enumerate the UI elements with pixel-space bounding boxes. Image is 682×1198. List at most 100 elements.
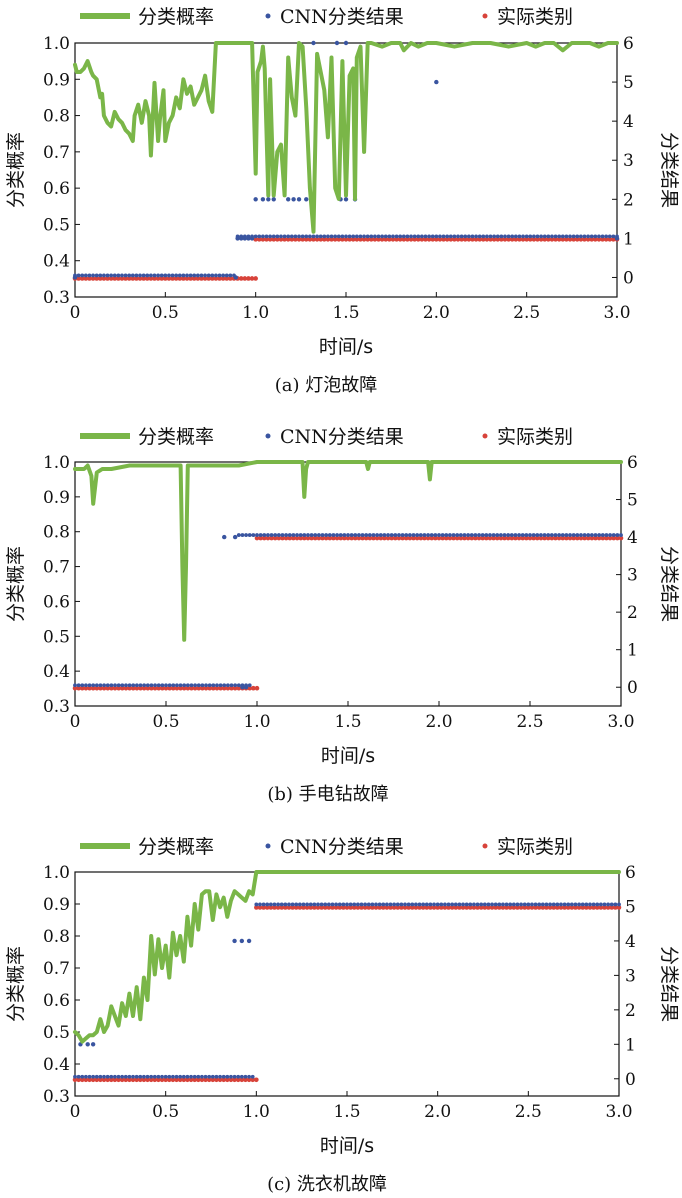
cnn-point [210, 1074, 215, 1079]
actual-point [293, 905, 299, 910]
cnn-point [91, 273, 95, 278]
cnn-point [76, 683, 81, 688]
actual-point [460, 905, 466, 910]
cnn-point [120, 273, 124, 278]
actual-point [520, 535, 526, 541]
cnn-point [331, 533, 336, 537]
cnn-point [326, 902, 331, 907]
cnn-point [474, 234, 478, 239]
cnn-point [300, 234, 305, 239]
actual-point [272, 905, 277, 910]
cnn-point [170, 273, 175, 278]
actual-point [573, 905, 578, 910]
cnn-point [411, 533, 416, 537]
cnn-point [76, 273, 81, 278]
actual-point [446, 905, 451, 910]
y2-tick-label: 4 [627, 528, 638, 548]
y-tick-label: 0.8 [43, 107, 70, 127]
cnn-point [524, 234, 529, 239]
actual-point [109, 685, 114, 691]
actual-point [228, 276, 233, 281]
cnn-point [206, 273, 211, 278]
legend-swatch-actual [482, 843, 488, 849]
actual-point [397, 237, 403, 242]
chart-panel-1: 分类概率 CNN分类结果 实际类别 0.3 0.4 0.5 0.6 0.7 0.8 0.9 1.0 0… [5, 6, 680, 396]
cnn-point [559, 902, 563, 907]
cnn-point [546, 234, 551, 239]
cnn-point [503, 234, 507, 239]
actual-point [134, 685, 140, 691]
cnn-point [520, 533, 525, 537]
actual-point [493, 905, 498, 910]
actual-point [505, 535, 511, 541]
actual-point [593, 237, 598, 242]
actual-point [340, 237, 345, 242]
actual-point [242, 276, 248, 281]
cnn-point [185, 1074, 190, 1079]
actual-point [112, 685, 118, 691]
actual-point [211, 685, 216, 691]
cnn-point [156, 683, 161, 688]
cnn-point [163, 273, 168, 278]
cnn-point [363, 902, 368, 907]
actual-point [440, 535, 445, 541]
cnn-point [269, 533, 274, 537]
cnn-point [551, 902, 556, 907]
cnn-point [415, 533, 420, 537]
cnn-point [580, 902, 585, 907]
actual-point [166, 1077, 172, 1083]
cnn-point [511, 902, 516, 907]
cnn-point [268, 234, 273, 239]
series-actual [72, 905, 622, 1083]
cnn-point [466, 533, 471, 537]
actual-point [116, 685, 121, 691]
cnn-point [156, 273, 161, 278]
cnn-point [444, 533, 449, 537]
actual-point [453, 905, 459, 910]
cnn-point [491, 533, 496, 537]
actual-point [282, 237, 287, 242]
cnn-point [345, 902, 349, 907]
cnn-point [579, 533, 583, 537]
actual-point [326, 905, 332, 910]
actual-point [275, 905, 281, 910]
actual-point [327, 535, 333, 541]
actual-point [228, 1077, 234, 1083]
actual-point [285, 237, 291, 242]
actual-point [443, 535, 449, 541]
cnn-point [131, 1074, 135, 1079]
cnn-point [87, 273, 92, 278]
actual-point [484, 535, 489, 541]
actual-point [287, 535, 293, 541]
actual-point [515, 905, 520, 910]
cnn-point [98, 273, 103, 278]
actual-point [220, 276, 226, 281]
actual-point [90, 1077, 96, 1083]
cnn-point [432, 902, 436, 907]
actual-point [105, 685, 111, 691]
cnn-point [445, 234, 450, 239]
actual-point [206, 276, 211, 281]
x-axis-label: 时间/s [321, 745, 375, 767]
actual-point [318, 237, 324, 242]
actual-point [174, 685, 180, 691]
cnn-point [537, 902, 542, 907]
actual-point [210, 1077, 216, 1083]
actual-point [473, 237, 479, 242]
actual-point [529, 905, 535, 910]
actual-point [232, 1077, 237, 1083]
actual-point [451, 535, 456, 541]
cnn-point [193, 683, 198, 688]
actual-point [105, 1077, 110, 1083]
actual-point [564, 535, 569, 541]
cnn-point [517, 234, 522, 239]
cnn-point [116, 1074, 121, 1079]
cnn-point [258, 902, 262, 907]
actual-point [224, 276, 230, 281]
cnn-point [210, 273, 215, 278]
actual-point [596, 535, 602, 541]
actual-point [192, 1077, 197, 1083]
cnn-point [189, 1074, 193, 1079]
x-tick-label: 3.0 [603, 303, 630, 323]
